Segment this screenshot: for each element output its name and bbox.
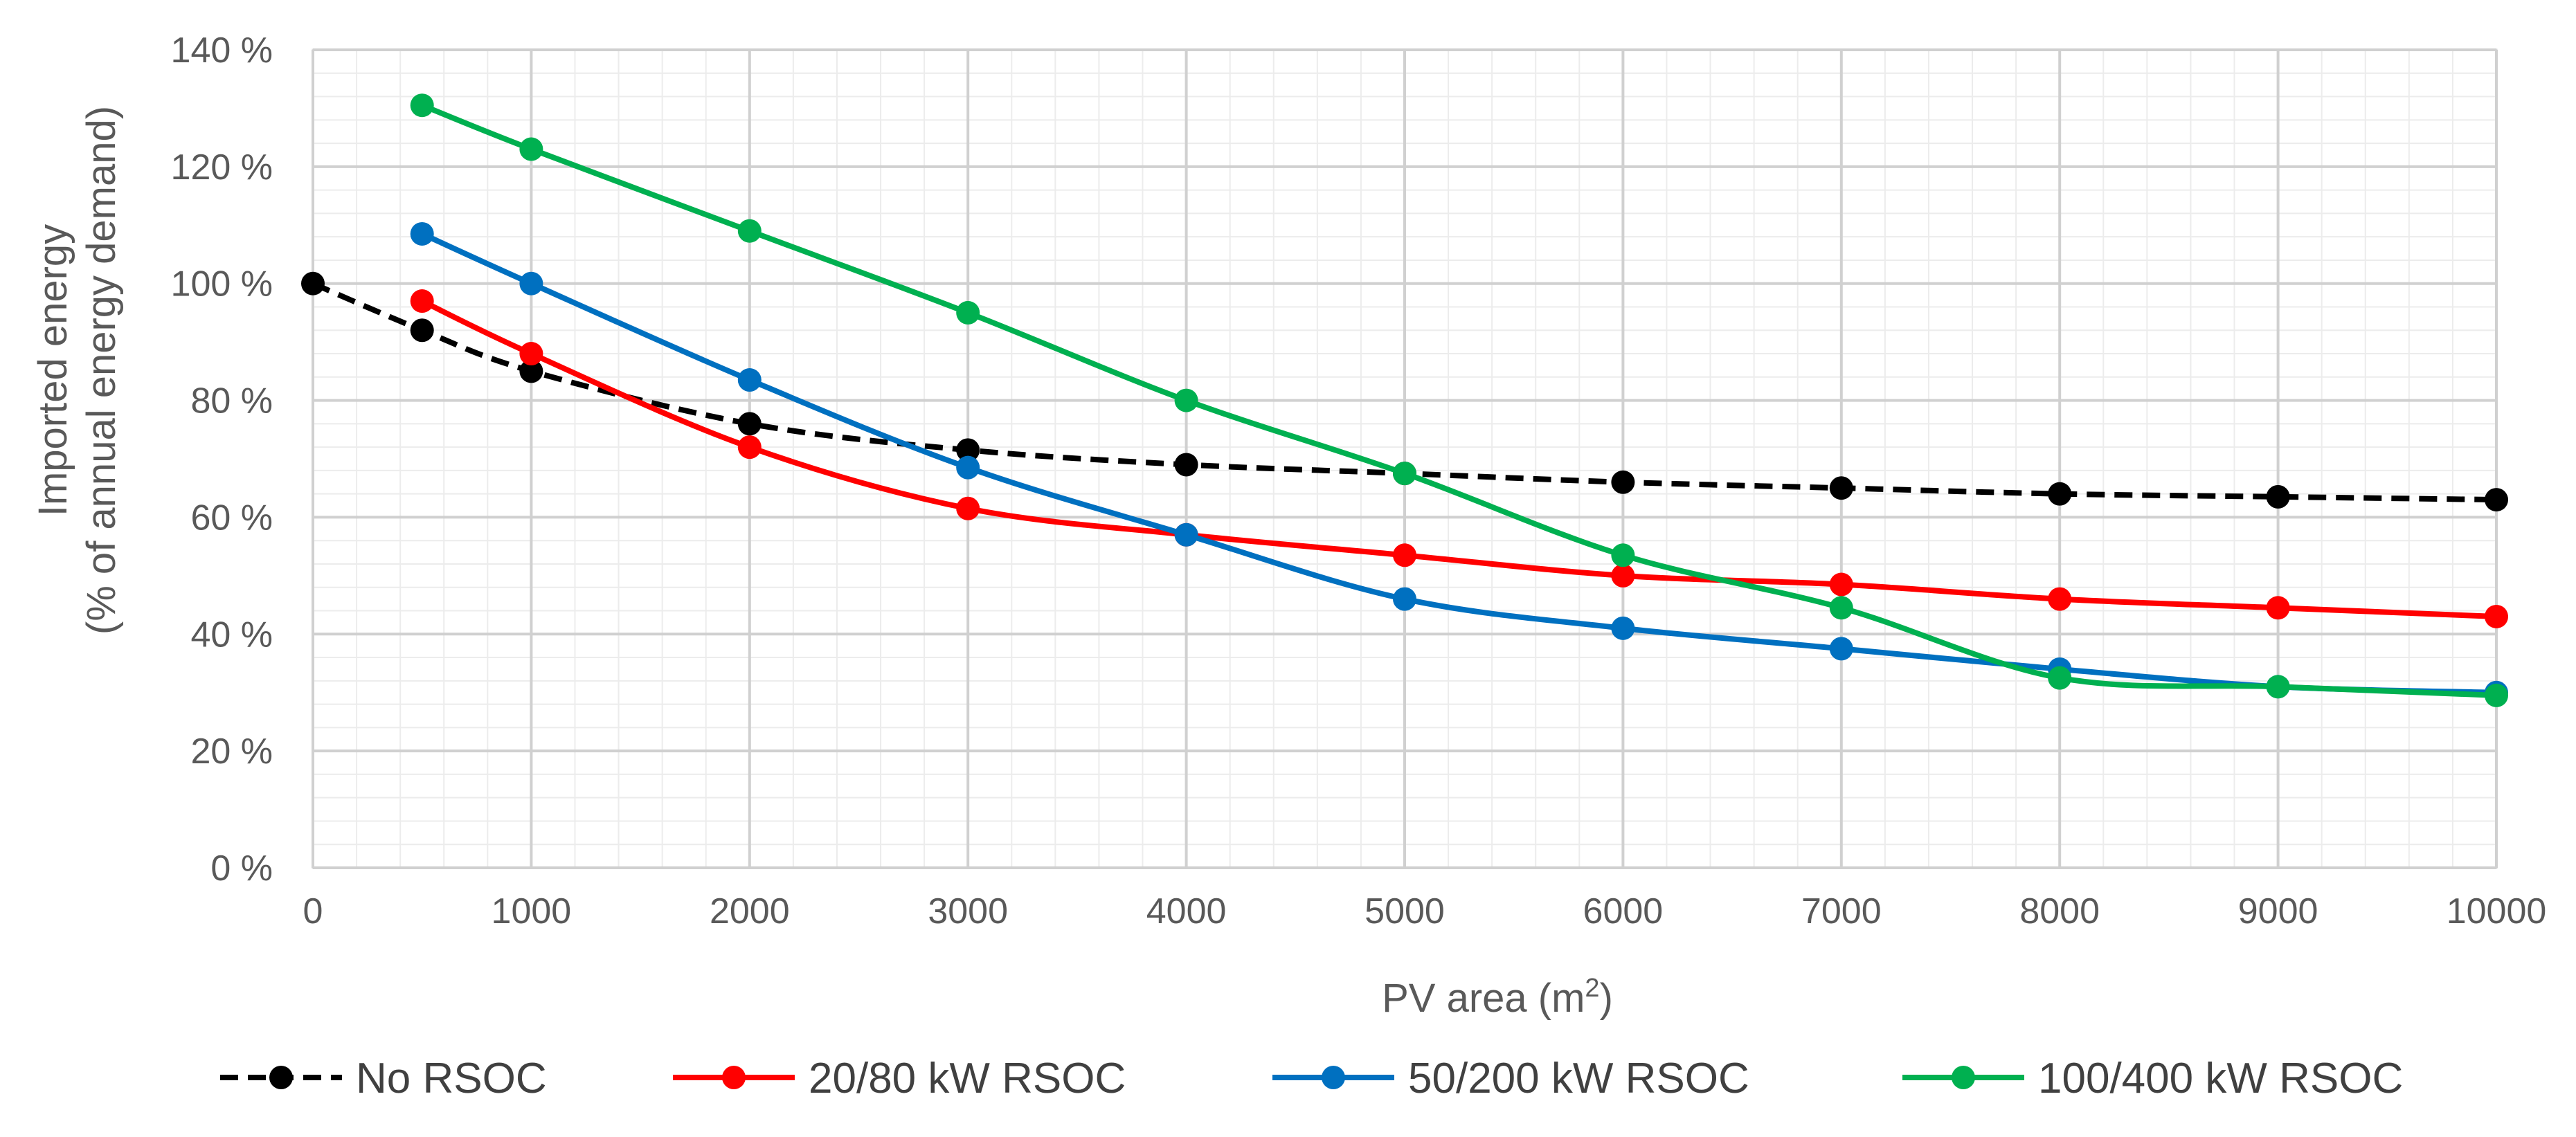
data-point [956,455,980,480]
x-tick-label: 1000 [492,891,572,931]
data-point [519,271,543,295]
y-tick-label: 80 % [190,381,273,421]
data-point [519,342,543,366]
legend-marker [722,1066,746,1089]
y-tick-label: 40 % [190,615,273,655]
data-point [2266,675,2290,699]
data-point [2048,587,2072,611]
legend-label: 50/200 kW RSOC [1408,1055,1749,1102]
data-point [956,438,980,462]
legend-item-no-rsoc: No RSOC [220,1055,547,1102]
y-axis-title-line1: Imported energy [30,224,75,516]
data-point [410,221,434,246]
data-point [737,219,762,243]
data-point [2048,482,2072,506]
legend-marker [1322,1066,1345,1089]
data-point [519,137,543,161]
legend-marker [269,1066,293,1089]
data-point [737,412,762,436]
data-point [2266,596,2290,620]
data-point [1829,476,1853,500]
x-tick-label: 8000 [2019,891,2100,931]
legend-item-100-400-kw-rsoc: 100/400 kW RSOC [1902,1055,2403,1102]
series-no-rsoc [301,271,2508,512]
x-tick-label: 6000 [1583,891,1664,931]
y-axis-title-line2: (% of annual energy demand) [79,106,124,635]
data-point [1393,543,1416,567]
data-point [1393,587,1416,611]
data-point [1611,563,1635,588]
x-tick-label: 4000 [1146,891,1227,931]
x-tick-label: 0 [303,891,323,931]
data-point [2485,683,2508,707]
y-tick-label: 20 % [190,731,273,772]
y-tick-label: 120 % [171,147,273,188]
data-point [410,93,434,118]
x-tick-label: 5000 [1364,891,1445,931]
data-point [1611,616,1635,640]
data-point [1829,596,1853,620]
series-line [312,281,2497,503]
data-point [737,435,762,460]
grid [312,48,2498,869]
data-point [410,318,434,343]
data-point [1174,522,1198,547]
data-point [519,359,543,383]
y-tick-label: 100 % [171,264,273,304]
y-tick-label: 140 % [171,30,273,71]
series-100-400-kw-rsoc [410,93,2508,707]
data-point [1829,637,1853,661]
y-tick-label: 60 % [190,498,273,538]
x-axis-title: PV area (m2) [1382,974,1613,1021]
y-tick-label: 0 % [210,848,273,889]
legend-label: No RSOC [356,1055,547,1102]
legend-marker [1952,1066,1975,1089]
data-point [1829,572,1853,597]
legend-item-50-200-kw-rsoc: 50/200 kW RSOC [1272,1055,1749,1102]
data-point [2485,488,2508,512]
data-point [1174,453,1198,477]
data-point [2048,666,2072,690]
data-point [2485,604,2508,628]
legend-label: 100/400 kW RSOC [2038,1055,2403,1102]
series-lines [301,93,2508,707]
x-tick-label: 2000 [710,891,790,931]
data-point [956,300,980,325]
x-tick-label: 10000 [2447,891,2547,931]
data-point [410,289,434,313]
legend-label: 20/80 kW RSOC [809,1055,1126,1102]
data-point [301,271,325,295]
legend: No RSOC 20/80 kW RSOC 50/200 kW RSOC 100/40… [220,1055,2403,1102]
data-point [1393,462,1416,486]
x-tick-label: 3000 [928,891,1008,931]
tick-labels: 0 1000 2000 3000 4000 5000 6000 7000 8000 9000 100… [171,30,2547,931]
x-tick-label: 9000 [2238,891,2318,931]
data-point [1611,543,1635,567]
data-point [1611,470,1635,494]
data-point [1174,388,1198,412]
data-point [2266,484,2290,509]
axis-titles: PV area (m2) Imported energy (% of annua… [30,106,1613,1021]
x-tick-label: 7000 [1801,891,1882,931]
data-point [737,368,762,392]
legend-item-20-80-kw-rsoc: 20/80 kW RSOC [673,1055,1126,1102]
data-point [956,496,980,520]
